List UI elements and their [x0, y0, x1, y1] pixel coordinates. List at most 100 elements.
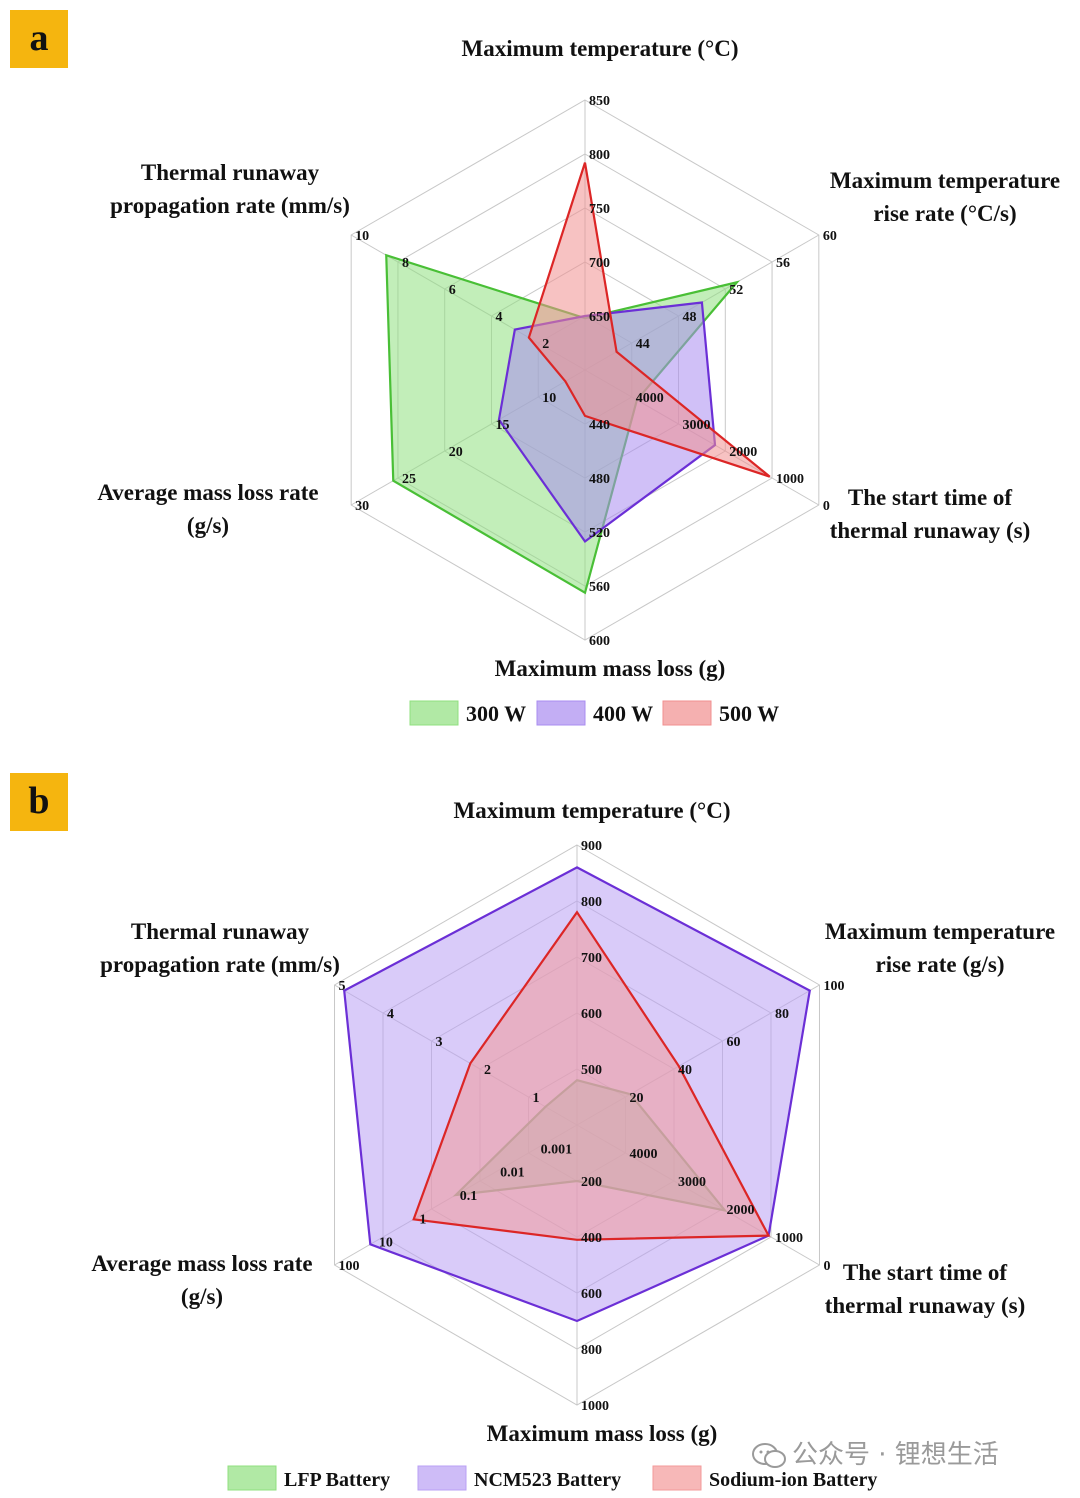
- axis-title: thermal runaway (s): [825, 1293, 1026, 1318]
- axis-title: Average mass loss rate: [97, 480, 318, 505]
- tick-label: 8: [402, 256, 409, 271]
- tick-label: 48: [683, 310, 697, 325]
- tick-label: 4: [387, 1007, 394, 1022]
- axis-title: rise rate (°C/s): [873, 201, 1016, 226]
- tick-label: 400: [581, 1231, 602, 1246]
- tick-label: 600: [581, 1287, 602, 1302]
- tick-label: 2000: [729, 445, 757, 460]
- tick-label: 560: [589, 580, 610, 595]
- tick-label: 1000: [581, 1399, 609, 1414]
- tick-label: 800: [581, 1343, 602, 1358]
- watermark-text: 公众号 · 锂想生活: [792, 1440, 999, 1470]
- axis-title: Maximum temperature: [825, 919, 1055, 944]
- axis-title: Maximum mass loss (g): [495, 656, 726, 681]
- legend-label: 500 W: [719, 701, 779, 726]
- legend-label: NCM523 Battery: [474, 1469, 621, 1491]
- legend-label: LFP Battery: [284, 1469, 390, 1491]
- tick-label: 1000: [775, 1231, 803, 1246]
- legend-label: Sodium-ion Battery: [709, 1469, 877, 1491]
- tick-label: 20: [629, 1091, 643, 1106]
- tick-label: 900: [581, 839, 602, 854]
- tick-label: 60: [726, 1035, 740, 1050]
- tick-label: 25: [402, 472, 416, 487]
- axis-title: Average mass loss rate: [91, 1251, 312, 1276]
- tick-label: 30: [355, 499, 369, 514]
- tick-label: 0.01: [500, 1166, 525, 1181]
- tick-label: 700: [581, 951, 602, 966]
- tick-label: 700: [589, 256, 610, 271]
- axis-title: Maximum mass loss (g): [487, 1421, 718, 1446]
- axis-title: Maximum temperature: [830, 168, 1060, 193]
- tick-label: 3000: [678, 1175, 706, 1190]
- legend-swatch: [536, 700, 586, 726]
- tick-label: 6: [449, 283, 456, 298]
- axis-title: propagation rate (mm/s): [110, 193, 350, 218]
- panel-label-a: a: [10, 10, 68, 68]
- tick-label: 0: [823, 1259, 830, 1274]
- tick-label: 1: [533, 1091, 540, 1106]
- tick-label: 10: [379, 1236, 393, 1251]
- tick-label: 3000: [683, 418, 711, 433]
- axis-title: The start time of: [848, 485, 1012, 510]
- tick-label: 4000: [629, 1147, 657, 1162]
- axis-title: The start time of: [843, 1260, 1007, 1285]
- legend-swatch: [417, 1465, 467, 1491]
- axis-title: (g/s): [181, 1284, 223, 1309]
- tick-label: 60: [823, 229, 837, 244]
- axis-title: Thermal runaway: [131, 919, 310, 944]
- tick-label: 440: [589, 418, 610, 433]
- legend-label: 400 W: [593, 701, 653, 726]
- axis-title: Maximum temperature (°C): [461, 36, 738, 61]
- tick-label: 520: [589, 526, 610, 541]
- tick-label: 0.001: [541, 1142, 573, 1157]
- legend-label: 300 W: [466, 701, 526, 726]
- tick-label: 850: [589, 94, 610, 109]
- tick-label: 650: [589, 310, 610, 325]
- legend-swatch: [662, 700, 712, 726]
- tick-label: 4: [495, 310, 502, 325]
- tick-label: 56: [776, 256, 790, 271]
- tick-label: 2000: [726, 1203, 754, 1218]
- watermark: 公众号 · 锂想生活: [752, 1434, 999, 1471]
- tick-label: 200: [581, 1175, 602, 1190]
- legend-swatch: [409, 700, 459, 726]
- tick-label: 3: [436, 1035, 443, 1050]
- axis-title: thermal runaway (s): [830, 518, 1031, 543]
- tick-label: 800: [581, 895, 602, 910]
- tick-label: 80: [775, 1007, 789, 1022]
- wechat-icon: [752, 1442, 786, 1468]
- tick-label: 5: [339, 979, 346, 994]
- series-area: [412, 910, 771, 1241]
- panel-label-b: b: [10, 773, 68, 831]
- tick-label: 2: [484, 1063, 491, 1078]
- tick-label: 500: [581, 1063, 602, 1078]
- legend-swatch: [652, 1465, 702, 1491]
- axis-title: Thermal runaway: [141, 160, 320, 185]
- tick-label: 600: [589, 634, 610, 649]
- tick-label: 1: [419, 1212, 426, 1227]
- tick-label: 44: [636, 337, 650, 352]
- tick-label: 10: [355, 229, 369, 244]
- tick-label: 100: [339, 1259, 360, 1274]
- tick-label: 100: [823, 979, 844, 994]
- axis-title: propagation rate (mm/s): [100, 952, 340, 977]
- tick-label: 4000: [636, 391, 664, 406]
- legend-swatch: [227, 1465, 277, 1491]
- axis-title: Maximum temperature (°C): [453, 798, 730, 823]
- tick-label: 20: [449, 445, 463, 460]
- tick-label: 40: [678, 1063, 692, 1078]
- axis-title: rise rate (g/s): [876, 952, 1005, 977]
- tick-label: 0.1: [460, 1189, 478, 1204]
- tick-label: 0: [823, 499, 830, 514]
- tick-label: 1000: [776, 472, 804, 487]
- axis-title: (g/s): [187, 513, 229, 538]
- tick-label: 52: [729, 283, 743, 298]
- tick-label: 10: [542, 391, 556, 406]
- tick-label: 600: [581, 1007, 602, 1022]
- tick-label: 2: [542, 337, 549, 352]
- series-area: [527, 162, 771, 478]
- tick-label: 800: [589, 148, 610, 163]
- tick-label: 480: [589, 472, 610, 487]
- tick-label: 15: [495, 418, 509, 433]
